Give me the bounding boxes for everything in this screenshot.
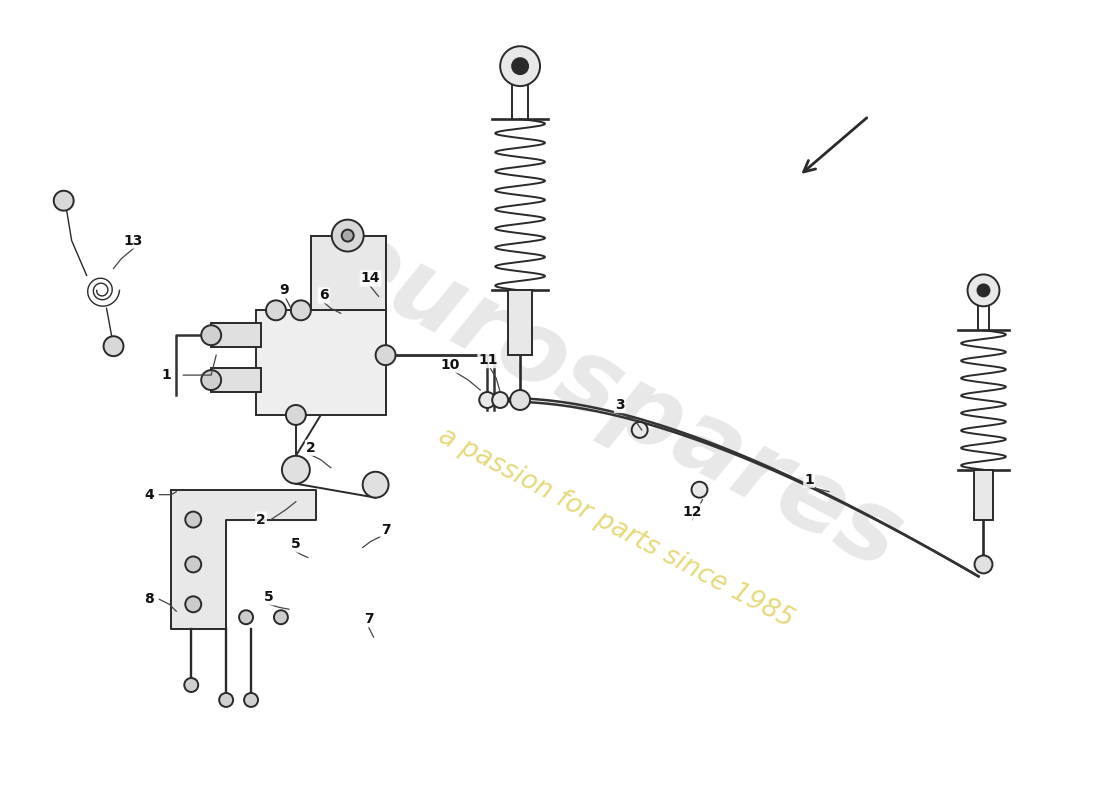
Polygon shape	[172, 490, 316, 630]
Text: 11: 11	[478, 353, 498, 367]
Text: 9: 9	[279, 283, 288, 298]
Circle shape	[54, 190, 74, 210]
Text: 12: 12	[683, 505, 702, 518]
Circle shape	[286, 405, 306, 425]
Circle shape	[375, 345, 396, 365]
Circle shape	[692, 482, 707, 498]
Text: 13: 13	[124, 234, 143, 247]
Text: 6: 6	[319, 288, 329, 302]
Circle shape	[631, 422, 648, 438]
Circle shape	[244, 693, 258, 707]
Circle shape	[332, 220, 364, 251]
Circle shape	[480, 392, 495, 408]
Bar	[211, 368, 261, 392]
Text: eurospares: eurospares	[314, 209, 917, 591]
Circle shape	[185, 678, 198, 692]
Circle shape	[185, 557, 201, 572]
Circle shape	[968, 274, 1000, 306]
Circle shape	[342, 230, 354, 242]
Text: 14: 14	[361, 271, 381, 286]
Text: a passion for parts since 1985: a passion for parts since 1985	[433, 422, 798, 633]
Circle shape	[510, 390, 530, 410]
Circle shape	[975, 555, 992, 574]
Circle shape	[239, 610, 253, 624]
Text: 4: 4	[144, 488, 154, 502]
Text: 7: 7	[381, 522, 390, 537]
Text: 2: 2	[306, 441, 316, 455]
Circle shape	[513, 58, 528, 74]
Text: 2: 2	[256, 513, 266, 526]
Bar	[311, 235, 386, 310]
Circle shape	[282, 456, 310, 484]
Text: 5: 5	[292, 538, 300, 551]
Circle shape	[492, 392, 508, 408]
Text: 1: 1	[804, 473, 814, 486]
Bar	[974, 470, 993, 519]
Text: 8: 8	[144, 592, 154, 606]
Circle shape	[185, 512, 201, 527]
Circle shape	[219, 693, 233, 707]
Bar	[508, 290, 532, 355]
Text: 7: 7	[364, 612, 373, 626]
Circle shape	[274, 610, 288, 624]
Circle shape	[978, 285, 990, 296]
Circle shape	[290, 300, 311, 320]
Circle shape	[500, 46, 540, 86]
Circle shape	[266, 300, 286, 320]
Circle shape	[103, 336, 123, 356]
Circle shape	[201, 370, 221, 390]
Text: 1: 1	[162, 368, 172, 382]
Circle shape	[185, 596, 201, 612]
Text: 10: 10	[441, 358, 460, 372]
Bar	[256, 310, 386, 415]
Circle shape	[201, 326, 221, 345]
Text: 3: 3	[615, 398, 625, 412]
Circle shape	[363, 472, 388, 498]
Bar	[211, 323, 261, 347]
Text: 5: 5	[264, 590, 274, 604]
